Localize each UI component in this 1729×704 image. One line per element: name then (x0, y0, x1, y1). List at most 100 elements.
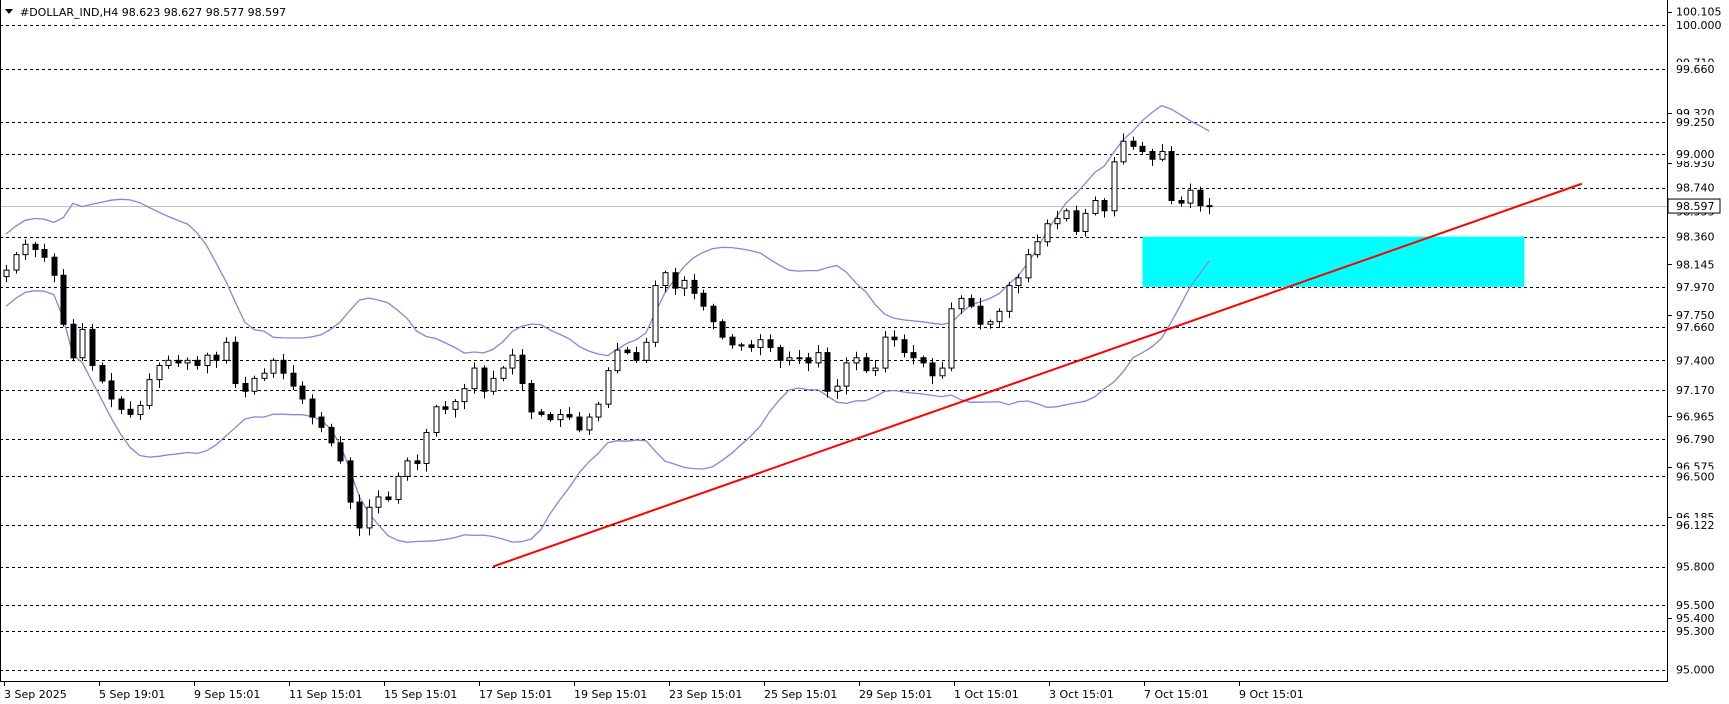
candle-down[interactable] (1139, 145, 1146, 153)
candle-up[interactable] (958, 297, 965, 310)
candle-down[interactable] (356, 501, 363, 529)
candle-down[interactable] (194, 359, 201, 366)
candle-up[interactable] (757, 339, 764, 348)
candle-up[interactable] (605, 370, 612, 405)
candle-down[interactable] (929, 362, 936, 377)
candle-up[interactable] (137, 404, 144, 415)
candle-down[interactable] (863, 357, 870, 372)
candle-down[interactable] (633, 352, 640, 361)
candle-up[interactable] (423, 432, 430, 464)
candle-down[interactable] (347, 460, 354, 503)
candle-up[interactable] (652, 285, 659, 343)
candle-up[interactable] (939, 367, 946, 377)
candle-down[interactable] (824, 352, 831, 392)
candle-down[interactable] (481, 367, 488, 392)
candle-up[interactable] (461, 388, 468, 403)
candle-up[interactable] (500, 367, 507, 379)
candle-down[interactable] (118, 398, 125, 410)
candle-down[interactable] (1178, 200, 1185, 204)
candle-down[interactable] (910, 352, 917, 359)
candle-up[interactable] (1034, 241, 1041, 256)
candle-up[interactable] (270, 359, 277, 374)
candle-down[interactable] (280, 359, 287, 374)
candle-down[interactable] (1130, 140, 1137, 147)
candle-down[interactable] (127, 408, 134, 415)
candle-up[interactable] (948, 308, 955, 369)
candle-down[interactable] (576, 416, 583, 431)
candle-down[interactable] (60, 274, 67, 325)
candle-down[interactable] (414, 460, 421, 464)
candle-up[interactable] (1063, 210, 1070, 220)
candle-up[interactable] (433, 406, 440, 434)
candle-up[interactable] (1054, 218, 1061, 225)
candle-down[interactable] (51, 256, 58, 276)
candle-up[interactable] (452, 401, 459, 410)
candle-up[interactable] (662, 272, 669, 287)
candle-up[interactable] (3, 269, 10, 278)
candle-down[interactable] (977, 305, 984, 325)
candle-down[interactable] (318, 416, 325, 428)
candle-down[interactable] (442, 406, 449, 410)
candle-down[interactable] (175, 359, 182, 364)
candle-down[interactable] (213, 354, 220, 361)
candle-up[interactable] (366, 506, 373, 529)
candle-down[interactable] (1149, 151, 1156, 160)
candle-down[interactable] (968, 297, 975, 307)
candle-down[interactable] (1101, 200, 1108, 212)
candle-up[interactable] (834, 385, 841, 392)
candle-up[interactable] (395, 475, 402, 501)
candle-down[interactable] (691, 279, 698, 294)
candle-down[interactable] (891, 336, 898, 341)
candle-down[interactable] (700, 292, 707, 307)
candle-down[interactable] (729, 336, 736, 346)
candle-down[interactable] (309, 398, 316, 418)
candle-down[interactable] (777, 346, 784, 361)
candle-up[interactable] (853, 357, 860, 364)
support-zone[interactable] (1142, 236, 1525, 287)
candle-up[interactable] (1159, 151, 1166, 160)
candle-down[interactable] (385, 496, 392, 501)
candle-down[interactable] (1168, 151, 1175, 202)
candle-down[interactable] (920, 357, 927, 364)
candle-up[interactable] (872, 367, 879, 372)
candle-down[interactable] (710, 305, 717, 323)
candle-down[interactable] (290, 372, 297, 387)
candle-down[interactable] (547, 413, 554, 421)
candle-up[interactable] (22, 243, 29, 256)
candle-down[interactable] (901, 339, 908, 354)
candle-up[interactable] (146, 379, 153, 406)
candle-up[interactable] (643, 341, 650, 361)
candle-down[interactable] (337, 442, 344, 462)
candle-up[interactable] (165, 359, 172, 366)
candle-down[interactable] (32, 243, 39, 250)
candle-up[interactable] (987, 321, 994, 325)
candle-up[interactable] (557, 413, 564, 421)
candle-down[interactable] (299, 385, 306, 400)
candle-up[interactable] (1044, 223, 1051, 243)
candle-up[interactable] (815, 352, 822, 364)
candle-down[interactable] (1073, 210, 1080, 232)
candle-up[interactable] (1111, 161, 1118, 212)
candle-down[interactable] (528, 383, 535, 413)
candle-up[interactable] (1187, 189, 1194, 204)
candle-up[interactable] (1082, 212, 1089, 232)
dropdown-arrow-icon[interactable] (5, 9, 13, 14)
candle-up[interactable] (204, 354, 211, 366)
candle-down[interactable] (70, 323, 77, 359)
candle-up[interactable] (1006, 285, 1013, 312)
candle-up[interactable] (586, 416, 593, 431)
candle-down[interactable] (519, 354, 526, 385)
candle-down[interactable] (672, 272, 679, 289)
candle-down[interactable] (1197, 189, 1204, 207)
candle-up[interactable] (786, 357, 793, 361)
candle-down[interactable] (232, 341, 239, 385)
candle-up[interactable] (490, 377, 497, 392)
candle-up[interactable] (471, 367, 478, 390)
candle-up[interactable] (156, 364, 163, 381)
candle-up[interactable] (375, 496, 382, 508)
candle-up[interactable] (1015, 277, 1022, 287)
candle-up[interactable] (738, 344, 745, 347)
candle-up[interactable] (509, 354, 516, 369)
